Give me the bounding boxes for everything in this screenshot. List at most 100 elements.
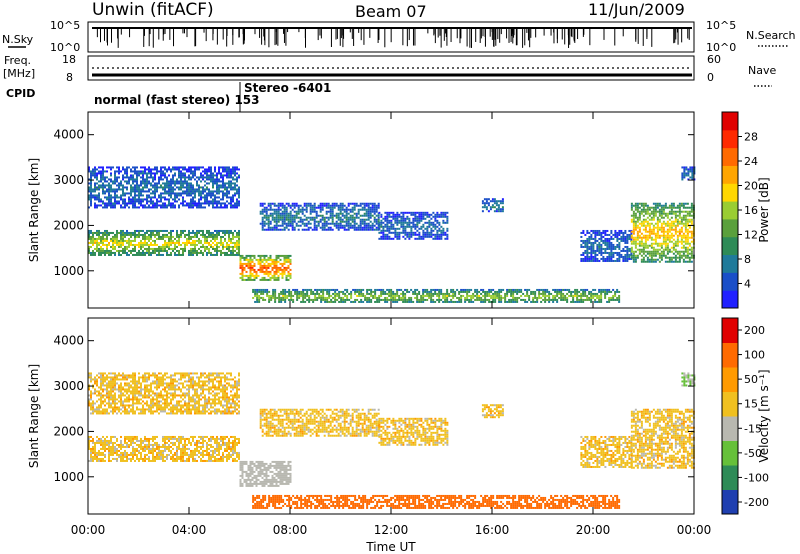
velocity-panel-frame xyxy=(87,317,695,515)
nsky-label: N.Sky xyxy=(2,33,34,46)
power-panel-frame xyxy=(87,111,695,309)
colorbar-tick-label: 20 xyxy=(744,180,758,193)
velocity-echo-region xyxy=(481,404,504,419)
colorbar-tick-label: 200 xyxy=(744,324,765,337)
nsky-tick-high: 10^5 xyxy=(50,19,80,32)
freq-label: Freq. xyxy=(4,54,31,67)
colorbar-swatch xyxy=(722,236,738,256)
time-tick-label: 20:00 xyxy=(576,523,611,537)
freq-strip-frame xyxy=(87,55,695,81)
colorbar-swatch xyxy=(722,201,738,220)
nave-label: Nave xyxy=(748,64,776,77)
velocity-echo-region xyxy=(239,460,292,487)
time-tick-label: 08:00 xyxy=(273,523,308,537)
power-echo-region xyxy=(378,211,449,240)
range-tick-label: 4000 xyxy=(53,128,84,142)
power-echo-region xyxy=(580,229,633,262)
power-echo-region xyxy=(252,288,621,303)
colorbar-swatch xyxy=(722,391,738,417)
time-axis-label: Time UT xyxy=(365,540,416,554)
velocity-echo-region xyxy=(88,372,240,415)
velocity-echo-region xyxy=(580,435,633,468)
power-echo-region xyxy=(239,254,292,281)
date-label: 11/Jun/2009 xyxy=(588,0,685,19)
velocity-echo-region xyxy=(681,372,696,387)
velocity-echo-region xyxy=(630,408,695,469)
colorbar-swatch xyxy=(722,318,738,343)
colorbar-swatch xyxy=(722,489,738,515)
nave-tick-high: 60 xyxy=(707,53,721,66)
time-tick-label: 04:00 xyxy=(172,523,207,537)
freq-unit: [MHz] xyxy=(3,67,35,80)
colorbar-tick-label: 4 xyxy=(744,278,751,291)
nsky-trace xyxy=(92,27,692,48)
nsearch-label: N.Search xyxy=(746,29,796,42)
colorbar-swatch xyxy=(722,416,738,441)
colorbar-tick-label: -50 xyxy=(744,447,762,460)
colorbar-swatch xyxy=(722,165,738,184)
colorbar-swatch xyxy=(722,290,738,309)
colorbar-tick-label: 16 xyxy=(744,204,758,217)
velocity-echo-region xyxy=(88,435,240,462)
power-colorbar: 4 8 12 16 20 24 28 xyxy=(721,111,758,309)
cpid-segment-1: normal (fast stereo) 153 xyxy=(94,93,260,107)
colorbar-tick-label: -200 xyxy=(744,496,769,509)
nsearch-tick-low: 10^0 xyxy=(706,41,736,54)
range-tick-label: 4000 xyxy=(53,334,84,348)
nsky-strip-frame xyxy=(87,21,695,53)
colorbar-tick-label: 8 xyxy=(744,253,751,266)
colorbar-swatch xyxy=(722,440,738,466)
freq-tick-low: 8 xyxy=(66,71,73,84)
colorbar-frame xyxy=(721,317,739,515)
power-colorbar-label: Power [dB] xyxy=(757,177,771,242)
nsearch-tick-high: 10^5 xyxy=(706,19,736,32)
colorbar-swatch xyxy=(722,367,738,392)
time-axis-ticks: 00:00 04:00 08:00 12:00 16:00 20:00 00:00 xyxy=(71,112,711,537)
velocity-colorbar-label: Velocity [m s⁻¹] xyxy=(757,369,771,462)
power-echo-region xyxy=(88,229,240,256)
range-tick-label: 1000 xyxy=(53,470,84,484)
colorbar-swatch xyxy=(722,129,738,149)
velocity-echo-region xyxy=(259,408,380,437)
time-tick-label: 00:00 xyxy=(71,523,106,537)
velocity-axis-ticks: 1000 2000 3000 4000 xyxy=(53,334,694,484)
colorbar-swatch xyxy=(722,342,738,368)
colorbar-swatch xyxy=(722,112,738,131)
colorbar-tick-label: 24 xyxy=(744,155,758,168)
range-tick-label: 2000 xyxy=(53,424,84,438)
power-echo-region xyxy=(681,166,696,181)
colorbar-tick-label: 12 xyxy=(744,229,758,242)
cpid-label: CPID xyxy=(6,87,35,100)
colorbar-swatch xyxy=(722,465,738,490)
velocity-ylabel: Slant Range [km] xyxy=(27,364,41,468)
range-tick-label: 1000 xyxy=(53,264,84,278)
time-tick-label: 16:00 xyxy=(475,523,510,537)
colorbar-swatch xyxy=(722,254,738,273)
colorbar-tick-label: 28 xyxy=(744,131,758,144)
power-echo-region xyxy=(88,166,240,209)
freq-tick-high: 18 xyxy=(62,53,76,66)
colorbar-swatch xyxy=(722,183,738,202)
power-echo-region xyxy=(481,198,504,213)
beam-label: Beam 07 xyxy=(355,2,427,21)
plot-title: Unwin (fitACF) xyxy=(92,0,214,20)
velocity-echo-region xyxy=(252,494,621,509)
power-heatmap xyxy=(88,166,696,303)
colorbar-tick-label: 15 xyxy=(744,398,758,411)
power-echo-region xyxy=(259,202,380,231)
velocity-heatmap xyxy=(88,372,696,509)
power-echo-region xyxy=(630,202,695,263)
colorbar-swatch xyxy=(722,272,738,291)
nsky-tick-low: 10^0 xyxy=(50,41,80,54)
range-tick-label: 2000 xyxy=(53,218,84,232)
colorbar-tick-label: 50 xyxy=(744,373,758,386)
colorbar-swatch xyxy=(722,218,738,238)
nave-tick-low: 0 xyxy=(707,71,714,84)
power-ylabel: Slant Range [km] xyxy=(27,158,41,262)
velocity-echo-region xyxy=(378,417,449,446)
cpid-segment-2: Stereo -6401 xyxy=(244,81,331,95)
colorbar-tick-label: -100 xyxy=(744,471,769,484)
power-axis-ticks: 1000 2000 3000 4000 xyxy=(53,128,694,278)
colorbar-tick-label: -15 xyxy=(744,422,762,435)
